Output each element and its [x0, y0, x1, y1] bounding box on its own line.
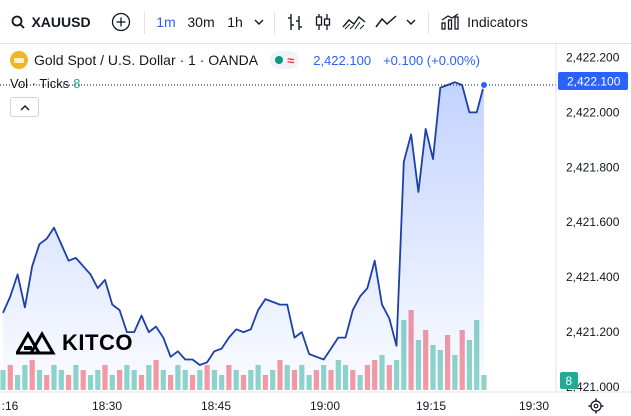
volume-legend-label: Vol · Ticks [10, 76, 70, 91]
indicators-label: Indicators [467, 14, 528, 30]
area-chart-icon [342, 15, 366, 30]
candlestick-icon [315, 14, 331, 30]
top-toolbar: XAUUSD 1m 30m 1h [0, 0, 631, 44]
price-tick-label: 2,421.400 [566, 270, 620, 284]
search-icon [12, 15, 26, 29]
price-tick-label: 2,422.200 [566, 51, 620, 65]
volume-badge-label: 8 [566, 374, 573, 388]
chevron-down-icon [254, 19, 264, 25]
line-style-button[interactable] [372, 0, 400, 44]
price-tick-label: 2,421.600 [566, 215, 620, 229]
price-tick-label: 2,421.200 [566, 325, 620, 339]
price-axis[interactable]: 2,422.200 2,422.000 2,421.800 2,421.600 2,42… [566, 51, 620, 395]
legend-change: +0.100 (+0.00%) [383, 52, 480, 68]
settings-gear-icon[interactable] [588, 398, 604, 414]
time-axis[interactable]: :16 18:30 18:45 19:00 19:15 19:30 [2, 399, 550, 413]
price-chart[interactable]: 2,422.200 2,422.000 2,421.800 2,421.600 2,42… [0, 44, 631, 416]
interval-1h[interactable]: 1h [227, 14, 243, 30]
kitco-wordmark: KITCO [62, 330, 133, 355]
line-chart-icon [375, 15, 397, 28]
chevron-down-icon [406, 19, 416, 25]
price-tick-label: 2,422.000 [566, 105, 620, 119]
time-tick-label: 18:45 [201, 399, 231, 413]
volume-legend[interactable]: Vol · Ticks 8 [10, 76, 80, 91]
time-tick-label: 18:30 [92, 399, 122, 413]
toolbar-divider [274, 12, 275, 34]
symbol-label: XAUUSD [31, 14, 91, 30]
add-circle-icon [111, 12, 131, 32]
price-tick-label: 2,421.800 [566, 160, 620, 174]
market-status-pill[interactable]: ≈ [270, 51, 300, 69]
interval-1m[interactable]: 1m [156, 14, 176, 30]
time-tick-label: 19:00 [310, 399, 340, 413]
current-price-badge-label: 2,422.100 [567, 75, 621, 89]
indicators-button[interactable]: Indicators [438, 0, 530, 44]
toolbar-divider [144, 12, 145, 34]
volume-badge [560, 372, 578, 389]
kitco-watermark: KITCO [16, 330, 133, 356]
time-tick-label: 19:15 [416, 399, 446, 413]
indicators-icon [441, 13, 459, 30]
current-price-badge [558, 72, 628, 90]
gold-bar-icon [10, 51, 28, 69]
collapse-legend-button[interactable] [10, 97, 39, 117]
legend-price: 2,422.100 [313, 52, 372, 68]
series-legend[interactable]: Gold Spot / U.S. Dollar · 1 · OANDA ≈ 2,… [10, 50, 480, 70]
chart-type-dropdown[interactable] [402, 0, 420, 44]
symbol-search[interactable]: XAUUSD [8, 0, 94, 44]
area-style-button[interactable] [340, 0, 368, 44]
candles-style-button[interactable] [310, 0, 336, 44]
toolbar-divider [428, 12, 429, 34]
price-tick-label: 2,421.000 [566, 380, 620, 394]
kitco-logo-icon [16, 331, 56, 355]
time-tick-label: :16 [2, 399, 19, 413]
time-tick-label: 19:30 [519, 399, 549, 413]
interval-30m[interactable]: 30m [187, 14, 215, 30]
delayed-data-icon: ≈ [287, 52, 295, 68]
last-price-dot [480, 81, 488, 89]
interval-dropdown[interactable] [250, 0, 268, 44]
bars-style-button[interactable] [282, 0, 308, 44]
series-title: Gold Spot / U.S. Dollar · 1 · OANDA [34, 52, 259, 68]
volume-legend-value: 8 [73, 76, 81, 91]
chevron-up-icon [20, 104, 29, 110]
price-area-fill [3, 82, 484, 387]
price-line [2, 81, 485, 366]
market-open-dot-icon [275, 56, 284, 64]
compare-button[interactable] [108, 0, 134, 44]
bars-icon [288, 14, 302, 30]
